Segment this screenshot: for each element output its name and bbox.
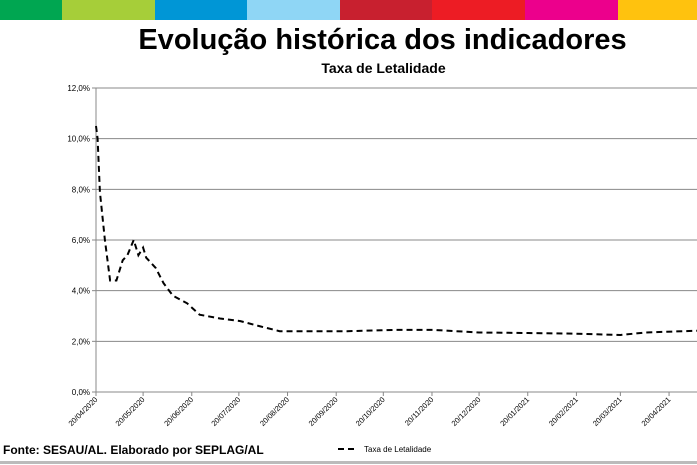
source-note: Fonte: SESAU/AL. Elaborado por SEPLAG/AL [3,443,264,457]
y-tick-label: 0,0% [72,388,90,397]
x-tick-label: 20/04/2020 [67,395,100,428]
stripe-segment [618,0,697,20]
divider [0,461,697,464]
color-stripe [0,0,697,20]
x-tick-label: 20/02/2021 [547,395,580,428]
page-title: Evolução histórica dos indicadores [138,24,627,56]
x-tick-label: 20/03/2021 [591,395,624,428]
x-tick-label: 20/09/2020 [307,395,340,428]
y-tick-label: 10,0% [67,135,90,144]
stripe-segment [62,0,155,20]
y-tick-label: 12,0% [67,84,90,93]
series-line [95,125,697,337]
y-tick-label: 6,0% [72,236,90,245]
x-tick-label: 20/12/2020 [450,395,483,428]
stripe-segment [525,0,618,20]
x-tick-label: 20/07/2020 [209,395,242,428]
chart-title: Taxa de Letalidade [321,60,446,76]
x-tick-label: 20/01/2021 [498,395,531,428]
y-tick-label: 2,0% [72,337,90,346]
stripe-segment [155,0,247,20]
x-tick-label: 20/08/2020 [258,395,291,428]
legend-label: Taxa de Letalidade [364,445,432,454]
x-tick-label: 20/04/2021 [640,395,673,428]
x-tick-label: 20/11/2020 [403,395,436,428]
x-tick-label: 20/05/2020 [114,395,147,428]
x-tick-label: 20/10/2020 [354,395,387,428]
stripe-segment [247,0,340,20]
y-tick-label: 4,0% [72,287,90,296]
stripe-segment [0,0,62,20]
x-tick-label: 20/06/2020 [162,395,195,428]
stripe-segment [340,0,432,20]
stripe-segment [432,0,525,20]
y-tick-label: 8,0% [72,185,90,194]
